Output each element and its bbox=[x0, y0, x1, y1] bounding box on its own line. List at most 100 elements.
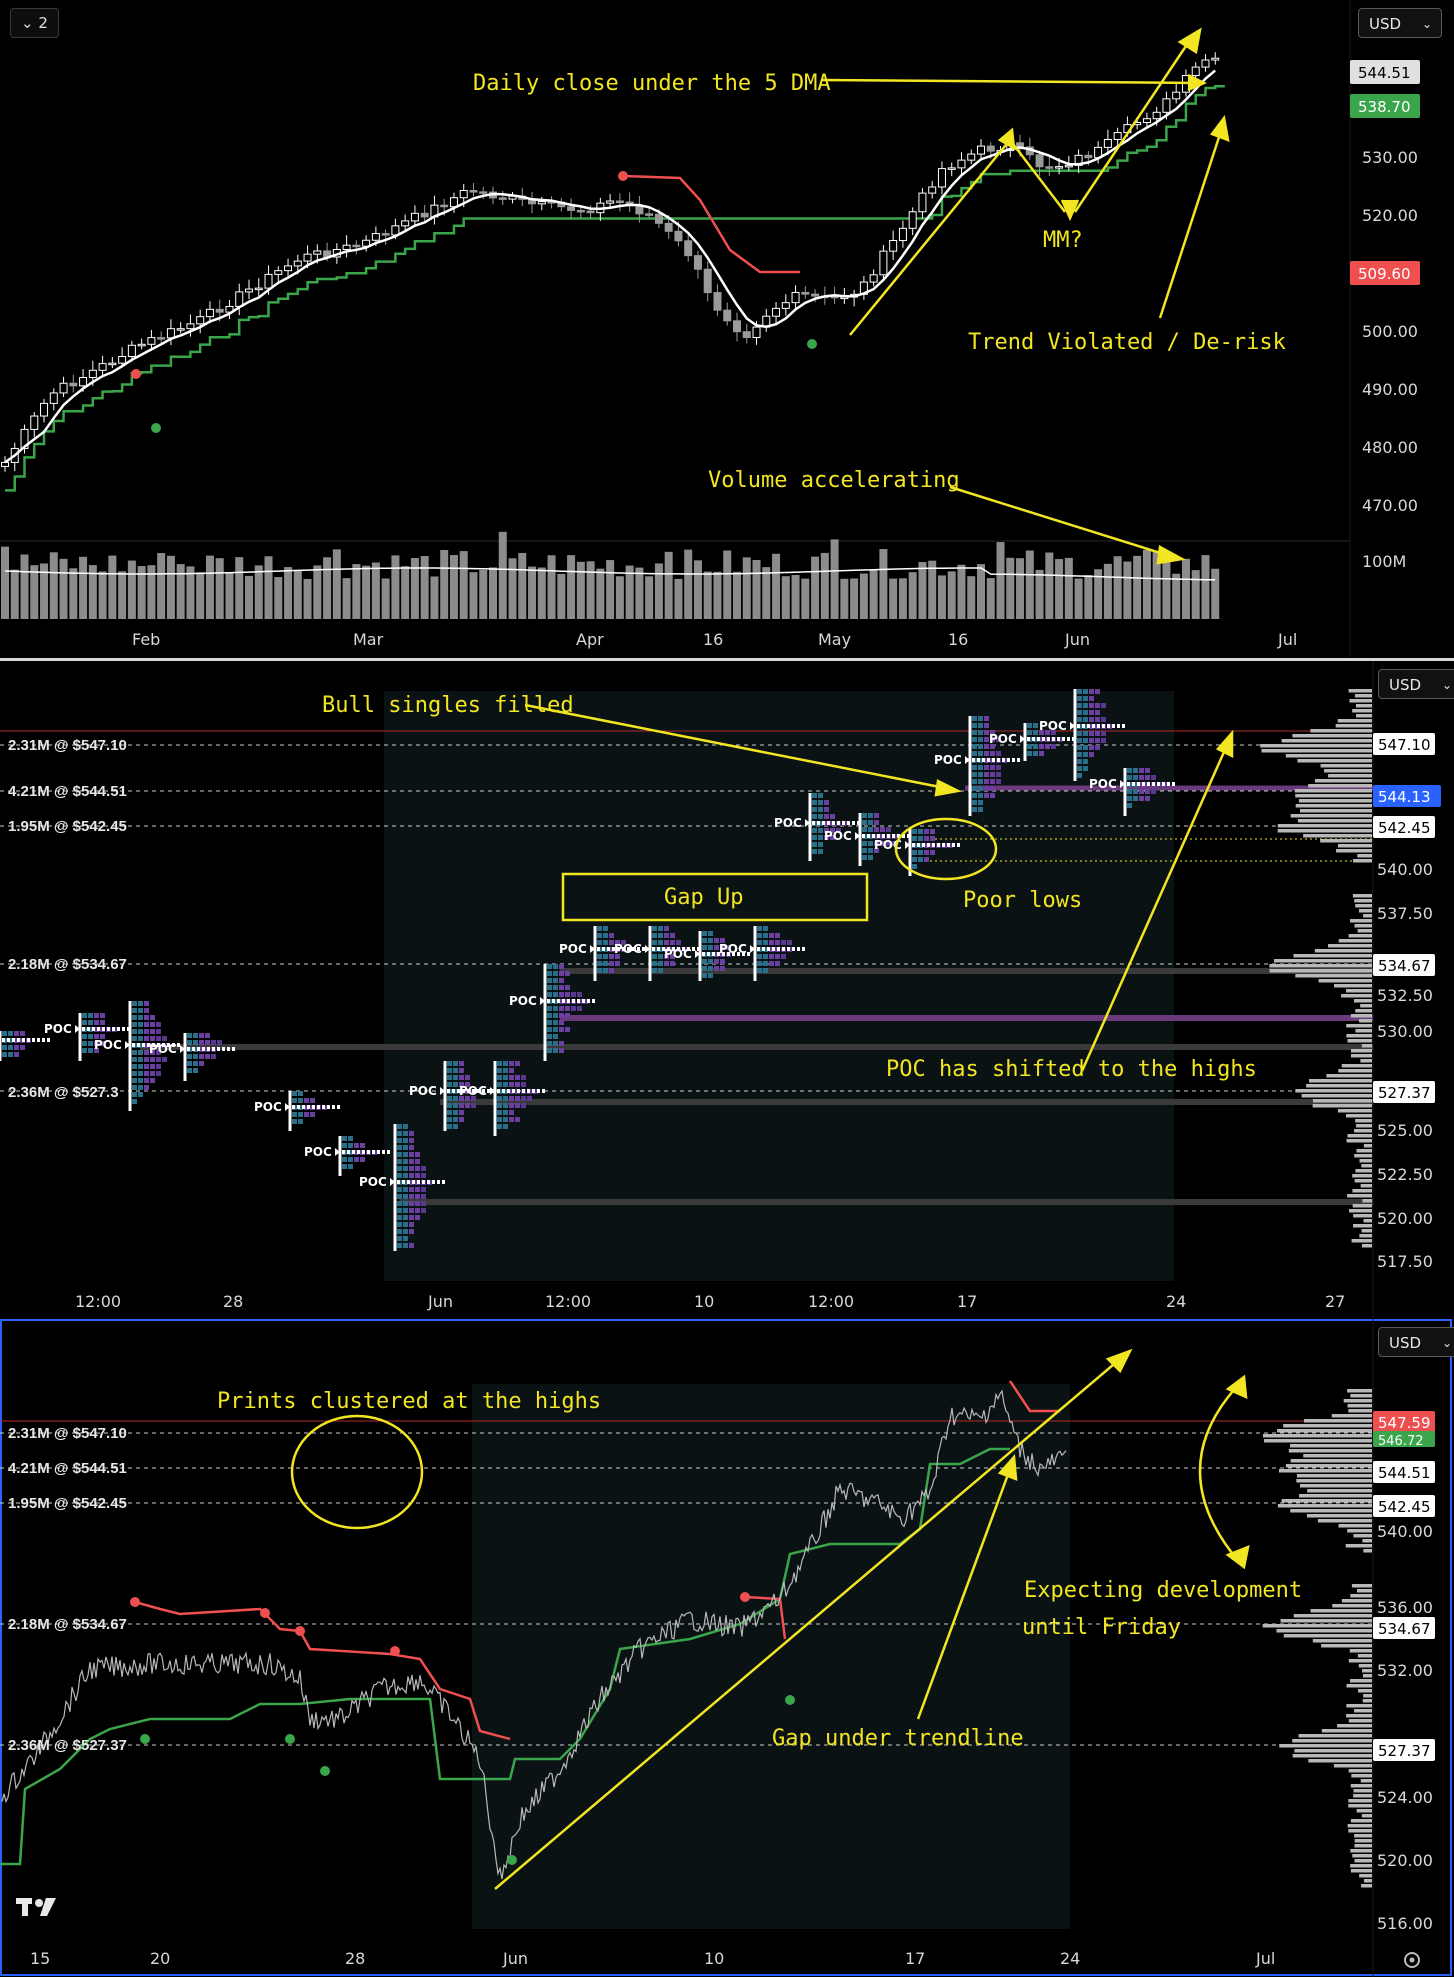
tpo-block bbox=[138, 1050, 143, 1055]
volume-bar bbox=[693, 560, 702, 619]
tradingview-logo-icon bbox=[16, 1898, 56, 1916]
tpo-block bbox=[1133, 775, 1138, 780]
volume-bar bbox=[303, 578, 312, 619]
tpo-block bbox=[1089, 752, 1094, 757]
tpo-block bbox=[763, 968, 768, 973]
tpo-block bbox=[547, 1006, 552, 1011]
tpo-block bbox=[144, 1036, 149, 1041]
tpo-block bbox=[978, 751, 983, 756]
volume-bar bbox=[723, 550, 732, 619]
profile-bar bbox=[1352, 894, 1372, 898]
settings-gear-icon[interactable] bbox=[1404, 1952, 1420, 1968]
tpo-block bbox=[150, 1029, 155, 1034]
volume-bar bbox=[547, 555, 556, 619]
profile-bar bbox=[1355, 1124, 1372, 1128]
candle-body bbox=[918, 192, 927, 213]
tpo-block bbox=[670, 961, 675, 966]
tpo-block bbox=[757, 933, 762, 938]
volume-bar bbox=[830, 539, 839, 619]
tpo-block bbox=[298, 1098, 303, 1103]
poc-label: POC bbox=[44, 1022, 72, 1036]
profile-bar bbox=[1337, 719, 1372, 723]
profile-bar bbox=[1355, 1009, 1372, 1013]
profile-bar bbox=[1307, 1489, 1372, 1493]
profile-bar bbox=[1312, 1099, 1372, 1103]
tpo-block bbox=[503, 1068, 508, 1073]
volume-bar bbox=[791, 574, 800, 619]
tpo-block bbox=[702, 931, 707, 936]
profile-bar bbox=[1354, 1129, 1372, 1133]
chart-count-badge[interactable]: ⌄ 2 bbox=[10, 8, 59, 38]
poc-label: POC bbox=[359, 1175, 387, 1189]
volume-profile-chart[interactable]: POC POC POC POC POC POC POC POC POC POC POC POC POC P… bbox=[0, 661, 1454, 1319]
x-tick: Jun bbox=[502, 1949, 528, 1968]
poc-arrow-icon bbox=[1070, 722, 1075, 730]
tpo-block bbox=[138, 1036, 143, 1041]
tpo-block bbox=[978, 793, 983, 798]
poc-label: POC bbox=[254, 1100, 282, 1114]
tpo-block bbox=[150, 1064, 155, 1069]
tpo-block bbox=[162, 1036, 167, 1041]
level-label: 2.18M @ $534.67 bbox=[8, 956, 127, 973]
tpo-block bbox=[708, 945, 713, 950]
candle-body bbox=[79, 377, 88, 387]
profile-bar bbox=[1348, 934, 1372, 938]
intraday-line-chart[interactable]: 2.31M @ $547.10 4.21M @ $544.51 1.95M @ … bbox=[0, 1319, 1454, 1977]
tpo-block bbox=[292, 1112, 297, 1117]
tpo-block bbox=[156, 1036, 161, 1041]
currency-select[interactable]: USD ⌄ bbox=[1378, 669, 1454, 699]
profile-bar bbox=[1348, 1829, 1372, 1833]
currency-select[interactable]: USD ⌄ bbox=[1378, 1327, 1454, 1357]
tpo-block bbox=[459, 1089, 464, 1094]
tpo-block bbox=[702, 945, 707, 950]
tpo-block bbox=[403, 1180, 408, 1185]
volume-bar bbox=[235, 557, 244, 619]
tpo-block bbox=[559, 999, 564, 1004]
tpo-block bbox=[199, 1040, 204, 1045]
tpo-block bbox=[1027, 751, 1032, 756]
volume-profile-panel[interactable]: POC POC POC POC POC POC POC POC POC POC POC POC POC P… bbox=[0, 661, 1454, 1319]
tpo-block bbox=[996, 765, 1001, 770]
candle-body bbox=[723, 309, 732, 322]
tpo-block bbox=[984, 786, 989, 791]
annotation-gap-trendline: Gap under trendline bbox=[772, 1726, 1024, 1751]
tpo-block bbox=[577, 1006, 582, 1011]
tpo-block bbox=[144, 1043, 149, 1048]
tpo-block bbox=[94, 1048, 99, 1053]
tpo-block bbox=[972, 793, 977, 798]
profile-bar bbox=[1312, 1639, 1372, 1643]
tpo-block bbox=[571, 992, 576, 997]
tpo-block bbox=[559, 964, 564, 969]
daily-chart-panel[interactable]: 530.00 520.00 500.00 490.00 480.00 470.0… bbox=[0, 0, 1454, 657]
tpo-block bbox=[292, 1091, 297, 1096]
currency-select[interactable]: USD ⌄ bbox=[1358, 8, 1442, 38]
level-label: 1.95M @ $542.45 bbox=[8, 1495, 127, 1512]
intraday-line-panel[interactable]: 2.31M @ $547.10 4.21M @ $544.51 1.95M @ … bbox=[0, 1319, 1454, 1977]
tpo-block bbox=[453, 1110, 458, 1115]
profile-bar bbox=[1298, 1734, 1372, 1738]
tpo-block bbox=[1127, 789, 1132, 794]
profile-bar bbox=[1297, 759, 1372, 763]
tpo-block bbox=[509, 1068, 514, 1073]
tpo-block bbox=[1089, 689, 1094, 694]
tpo-block bbox=[708, 959, 713, 964]
volume-bar bbox=[528, 566, 537, 619]
tpo-block bbox=[972, 765, 977, 770]
x-tick: 15 bbox=[30, 1949, 50, 1968]
poc-label: POC bbox=[824, 829, 852, 843]
price-tag: 547.10 bbox=[1373, 733, 1435, 755]
tpo-block bbox=[403, 1236, 408, 1241]
candle-body bbox=[664, 222, 673, 232]
tpo-block bbox=[547, 1013, 552, 1018]
tpo-block bbox=[553, 1027, 558, 1032]
tpo-block bbox=[453, 1068, 458, 1073]
panel-divider[interactable] bbox=[0, 658, 1454, 661]
tpo-block bbox=[409, 1215, 414, 1220]
volume-bar bbox=[489, 567, 497, 619]
candle-body bbox=[371, 233, 380, 241]
y-axis-ticks: 530.00 532.50 537.50 540.00 525.00 522.5… bbox=[1377, 860, 1433, 1271]
tpo-block bbox=[1145, 775, 1150, 780]
daily-candlestick-chart[interactable]: 530.00 520.00 500.00 490.00 480.00 470.0… bbox=[0, 0, 1454, 657]
candle-body bbox=[674, 230, 683, 242]
candle-body bbox=[49, 392, 58, 404]
